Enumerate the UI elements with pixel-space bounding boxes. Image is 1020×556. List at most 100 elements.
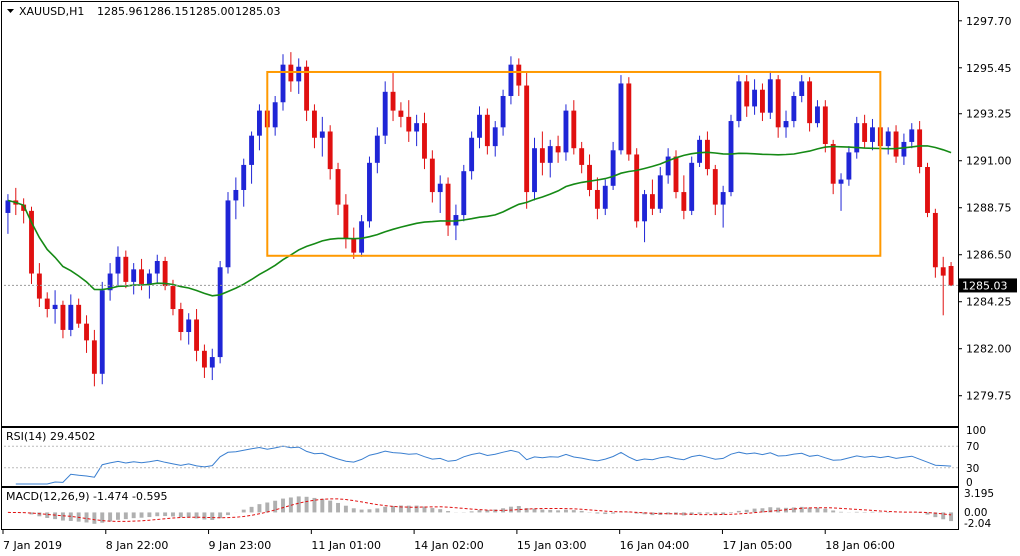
candle <box>52 290 58 324</box>
candle-body <box>791 95 797 122</box>
candle-body <box>406 116 412 132</box>
candle-body <box>335 169 341 205</box>
candle <box>351 227 357 259</box>
candle-body <box>44 298 50 310</box>
candle-body <box>484 114 490 147</box>
candle <box>91 329 97 387</box>
candle-body <box>870 127 875 142</box>
candle-body <box>854 123 860 153</box>
candle-body <box>429 158 435 193</box>
candle <box>272 95 278 136</box>
candle-body <box>21 204 27 211</box>
candle <box>398 102 404 128</box>
candle-body <box>799 81 805 96</box>
candle-body <box>925 167 930 213</box>
candle <box>783 110 789 138</box>
time-tick-label: 14 Jan 02:00 <box>414 539 484 552</box>
last-price-tag-bg <box>959 278 1017 293</box>
ohlc-open: 1285.96 <box>97 5 143 18</box>
rsi-line <box>15 445 952 485</box>
candle <box>115 246 121 287</box>
candle <box>437 175 443 213</box>
candle <box>461 164 467 222</box>
candle-body <box>5 200 11 213</box>
last-price-tag: 1285.03 <box>959 278 1017 293</box>
candle <box>477 106 482 149</box>
candle-body <box>390 91 396 111</box>
rsi-label: RSI(14) 29.4502 <box>6 430 95 443</box>
candle <box>626 77 632 161</box>
candle-body <box>815 106 820 124</box>
price-tick-label: 1291.00 <box>966 155 1012 168</box>
candle <box>901 133 907 165</box>
candle <box>367 156 372 228</box>
candle <box>547 139 553 178</box>
price-tick-label: 1284.25 <box>966 296 1012 309</box>
candle-body <box>948 266 954 286</box>
macd-signal-line <box>7 498 952 522</box>
time-tick-label: 15 Jan 03:00 <box>517 539 587 552</box>
candle-body <box>767 79 773 113</box>
candle <box>736 75 742 128</box>
candle-body <box>343 204 349 239</box>
candle-body <box>374 135 380 163</box>
candle <box>767 70 773 119</box>
dropdown-triangle-icon[interactable] <box>7 9 14 13</box>
candle <box>657 167 663 213</box>
candle-body <box>60 304 66 330</box>
candle <box>689 156 695 216</box>
candle-body <box>901 141 907 157</box>
candle <box>594 177 600 220</box>
candle <box>681 175 687 220</box>
macd-tick-label: 3.195 <box>964 488 994 500</box>
candle-body <box>162 260 168 287</box>
candle-body <box>838 179 844 184</box>
candle <box>807 77 813 132</box>
candle-body <box>587 164 592 190</box>
candle-body <box>154 260 160 274</box>
symbol-timeframe: XAUUSD,H1 <box>19 5 84 18</box>
last-price-label: 1285.03 <box>962 279 1008 292</box>
candle-body <box>288 64 294 82</box>
candle <box>665 148 671 184</box>
candle <box>21 198 27 224</box>
candle-body <box>492 127 498 147</box>
candle <box>217 260 223 364</box>
candle <box>854 116 860 159</box>
candle <box>649 179 655 216</box>
time-tick-label: 16 Jan 04:00 <box>620 539 690 552</box>
candle <box>862 114 868 149</box>
candle-body <box>29 210 34 274</box>
candle <box>429 150 435 203</box>
candle-body <box>131 269 137 282</box>
candle <box>123 250 129 289</box>
macd-panel-frame <box>1 487 959 530</box>
candle-body <box>256 110 262 136</box>
candle-body <box>885 131 891 147</box>
macd-tick-label: -2.04 <box>964 518 991 530</box>
candle <box>799 75 805 103</box>
candle-body <box>445 183 451 226</box>
candle <box>36 263 42 307</box>
candle <box>296 58 302 94</box>
candle-body <box>115 256 121 274</box>
rsi-panel-frame <box>1 427 959 487</box>
candle-body <box>146 273 152 284</box>
candle <box>744 75 750 117</box>
candle-body <box>209 357 215 368</box>
candle-body <box>382 91 388 136</box>
candle-body <box>351 238 357 253</box>
rsi-tick-label: 0 <box>966 477 973 489</box>
candle <box>382 81 388 145</box>
candle-body <box>68 304 74 330</box>
candle-body <box>822 106 828 145</box>
price-tick-label: 1293.25 <box>966 108 1012 121</box>
rsi-tick-label: 70 <box>966 441 979 453</box>
time-tick-label: 17 Jan 05:00 <box>722 539 792 552</box>
candle <box>131 263 137 295</box>
candle-body <box>940 267 946 276</box>
price-tick-label: 1295.45 <box>966 62 1012 75</box>
moving-average-line <box>7 145 952 297</box>
candle-body <box>689 162 695 211</box>
candle <box>304 60 310 122</box>
